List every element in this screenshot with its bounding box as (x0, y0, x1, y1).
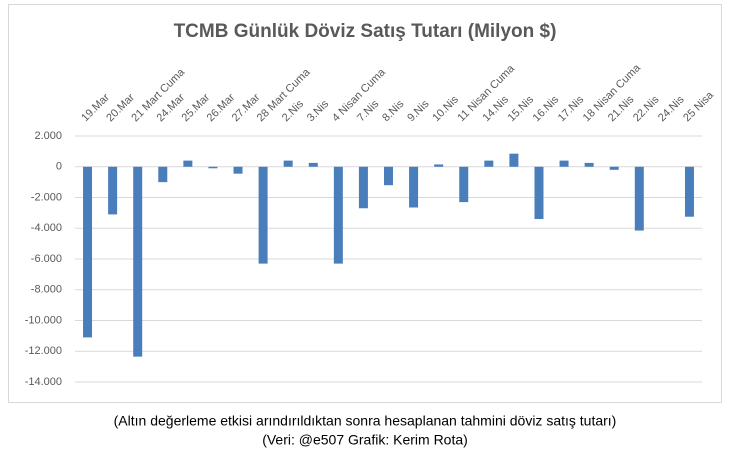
bar (384, 166, 393, 186)
bar (208, 166, 218, 169)
footnote: (Veri: @e507 Grafik: Kerim Rota) (262, 432, 468, 448)
bar (283, 160, 293, 167)
bar (684, 166, 694, 217)
y-tick-label: -6.000 (31, 253, 62, 265)
bar (634, 166, 644, 231)
bar (358, 166, 368, 209)
bar (559, 160, 569, 167)
footnote: (Altın değerleme etkisi arındırıldıktan … (114, 413, 617, 429)
y-tick-label: -4.000 (31, 222, 62, 234)
bar (534, 166, 544, 220)
bar (258, 166, 268, 264)
bar (183, 160, 193, 167)
bar (158, 166, 168, 183)
bar (484, 160, 494, 167)
bar (233, 166, 243, 174)
y-tick-label: -10.000 (25, 314, 62, 326)
bar (333, 166, 343, 264)
y-tick-label: 0 (56, 161, 62, 173)
y-tick-label: -14.000 (25, 376, 62, 388)
bar (509, 153, 519, 167)
bar (609, 166, 619, 170)
y-tick-label: -2.000 (31, 191, 62, 203)
bar (584, 162, 594, 167)
bar (409, 166, 419, 208)
bar (108, 166, 118, 215)
bar (308, 162, 318, 167)
bar (83, 166, 93, 338)
bar (133, 166, 143, 357)
bar (434, 164, 444, 167)
chart-title: TCMB Günlük Döviz Satış Tutarı (Milyon $… (174, 21, 557, 42)
y-tick-label: -8.000 (31, 284, 62, 296)
bar (459, 166, 469, 203)
y-tick-label: 2.000 (34, 130, 62, 142)
y-tick-label: -12.000 (25, 345, 62, 357)
